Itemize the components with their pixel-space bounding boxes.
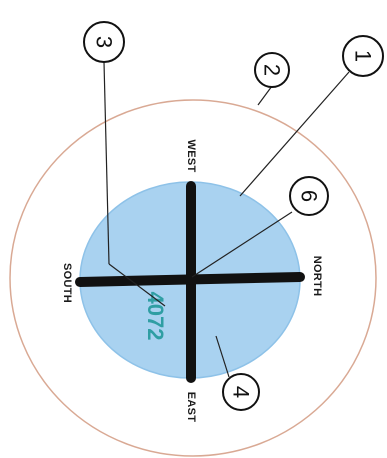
outer-ring [9, 99, 377, 457]
callout-6: 6 [289, 176, 329, 216]
south-north-bar [75, 272, 305, 287]
callout-line-4 [215, 335, 230, 378]
callout-line-6 [191, 211, 293, 278]
center-value: 4072 [143, 292, 168, 341]
label-west: WEST [185, 140, 197, 173]
callout-4: 4 [222, 373, 260, 411]
callout-3-number: 3 [92, 36, 117, 48]
callout-3: 3 [83, 21, 125, 63]
callout-6-number: 6 [297, 190, 322, 202]
label-north: NORTH [311, 256, 323, 297]
label-south: SOUTH [61, 263, 73, 303]
callout-line-1 [239, 71, 350, 197]
label-east: EAST [185, 392, 197, 423]
callout-2-number: 2 [260, 64, 285, 76]
callout-line-3b [108, 263, 166, 307]
callout-1: 1 [342, 35, 384, 77]
callout-4-number: 4 [229, 386, 254, 398]
callout-1-number: 1 [351, 50, 376, 62]
callout-line-2 [257, 85, 273, 106]
callout-2: 2 [254, 52, 290, 88]
callout-line-3 [103, 61, 110, 265]
